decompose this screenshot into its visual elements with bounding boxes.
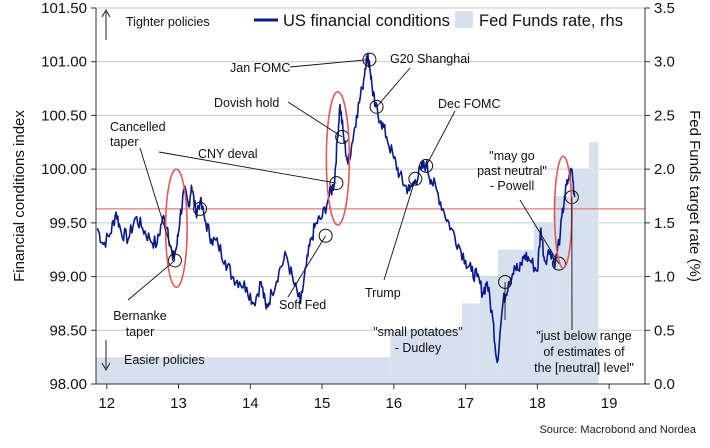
annotation-line: of estimates of	[543, 345, 625, 359]
annotation-leader	[383, 178, 416, 281]
tighter-arrowhead-icon	[101, 8, 111, 18]
fed-funds-bar	[479, 276, 498, 384]
x-tick-label: 19	[601, 395, 618, 412]
y-tick-label: 100.00	[41, 161, 87, 178]
annotation-leader	[425, 110, 456, 167]
annotation-g20-shanghai: G20 Shanghai	[390, 52, 470, 66]
annotation-leader	[519, 199, 560, 264]
annotation-cny-deval: CNY deval	[198, 147, 258, 161]
annotation-line: "just below range	[536, 329, 632, 343]
annotation-bernanke-taper: Bernanke taper	[113, 309, 167, 339]
fed-funds-bar	[497, 249, 534, 384]
annotation-line: "may go	[489, 149, 534, 163]
annotation-powell: "may go past neutral" - Powell	[477, 149, 547, 193]
annotation-easier: Easier policies	[124, 353, 205, 367]
y2-tick-label: 3.5	[654, 0, 675, 17]
source-note: Source: Macrobond and Nordea	[539, 424, 696, 436]
annotation-neutral: "just below range of estimates of the [neu…	[534, 329, 634, 375]
legend-swatch-fed	[455, 11, 473, 28]
y-axis-ticks: 98.00 98.50 99.00 99.50 100.00 100.50 101.00 10…	[41, 0, 96, 393]
fed-funds-bar	[96, 357, 391, 384]
annotation-tighter: Tighter policies	[126, 15, 210, 29]
annotation-line: "small potatoes"	[373, 325, 462, 339]
fed-funds-bar	[390, 330, 462, 384]
event-marker	[318, 228, 333, 243]
highlight-ellipse	[325, 90, 351, 226]
annotation-line: Bernanke	[113, 309, 167, 323]
annotation-dec-fomc: Dec FOMC	[438, 97, 501, 111]
annotation-leader	[287, 235, 327, 298]
fed-funds-bar	[462, 303, 480, 384]
annotation-leader	[139, 147, 176, 261]
y2-tick-label: 1.0	[654, 269, 675, 286]
legend-label-fci: US financial conditions	[283, 12, 450, 30]
y2-tick-label: 2.5	[654, 107, 675, 124]
highlight-ellipse	[164, 168, 188, 289]
y-tick-label: 100.50	[41, 107, 87, 124]
x-tick-label: 15	[314, 395, 331, 412]
annotation-dovish-hold: Dovish hold	[214, 96, 279, 110]
y2-tick-label: 2.0	[654, 161, 675, 178]
y-tick-label: 99.00	[49, 269, 87, 286]
y2-tick-label: 0.0	[654, 376, 675, 393]
event-marker	[167, 253, 182, 268]
y2-tick-label: 3.0	[654, 54, 675, 71]
annotation-leader	[127, 260, 176, 301]
x-tick-label: 16	[385, 395, 402, 412]
event-marker	[193, 201, 208, 216]
y-tick-label: 98.50	[49, 322, 87, 339]
x-tick-label: 14	[242, 395, 259, 412]
y-tick-label: 101.50	[41, 0, 87, 17]
y2-tick-label: 0.5	[654, 322, 675, 339]
event-marker	[329, 176, 344, 191]
y2-tick-label: 1.5	[654, 215, 675, 232]
x-tick-label: 17	[457, 395, 474, 412]
annotation-line: - Powell	[490, 179, 534, 193]
annotation-leader	[376, 67, 411, 108]
legend: US financial conditions Fed Funds rate, …	[254, 11, 623, 30]
x-tick-label: 12	[98, 395, 115, 412]
annotation-dudley: "small potatoes" - Dudley	[373, 325, 462, 355]
annotation-leader	[287, 101, 343, 138]
annotation-line: Cancelled	[110, 120, 166, 134]
annotation-leader	[158, 151, 337, 184]
fed-funds-area	[96, 142, 599, 384]
fed-funds-bar	[569, 169, 590, 384]
event-marker	[408, 171, 423, 186]
annotation-line: taper	[110, 135, 139, 149]
annotation-line: the [neutral] level"	[534, 361, 634, 375]
annotation-line: - Dudley	[395, 341, 442, 355]
y-tick-label: 98.00	[49, 376, 87, 393]
fed-funds-bar	[589, 142, 599, 384]
annotation-soft-fed: Soft Fed	[279, 298, 326, 312]
annotation-line: taper	[126, 325, 155, 339]
y-tick-label: 101.00	[41, 54, 87, 71]
annotation-leader	[289, 59, 370, 68]
annotation-trump: Trump	[365, 286, 401, 300]
x-tick-label: 13	[170, 395, 187, 412]
y-tick-label: 99.50	[49, 215, 87, 232]
legend-label-fed: Fed Funds rate, rhs	[479, 12, 623, 30]
y2-axis-ticks: 0.0 0.5 1.0 1.5 2.0 2.5 3.0 3.5	[645, 0, 675, 393]
y2-axis-title: Fed Funds target rate (%)	[686, 110, 703, 282]
annotation-line: past neutral"	[477, 164, 547, 178]
event-marker	[362, 52, 377, 67]
annotation-cancelled-taper: Cancelled taper	[110, 120, 166, 149]
x-tick-label: 18	[529, 395, 546, 412]
event-marker	[419, 158, 434, 173]
y-axis-title: Financial conditions index	[11, 110, 28, 282]
annotation-leaders	[127, 59, 573, 331]
event-marker	[369, 99, 384, 114]
annotation-jan-fomc: Jan FOMC	[230, 61, 290, 75]
x-axis-ticks: 12 13 14 15 16 17 18 19	[98, 384, 617, 412]
fed-funds-bar	[553, 196, 570, 384]
easier-arrowhead-icon	[101, 362, 111, 372]
